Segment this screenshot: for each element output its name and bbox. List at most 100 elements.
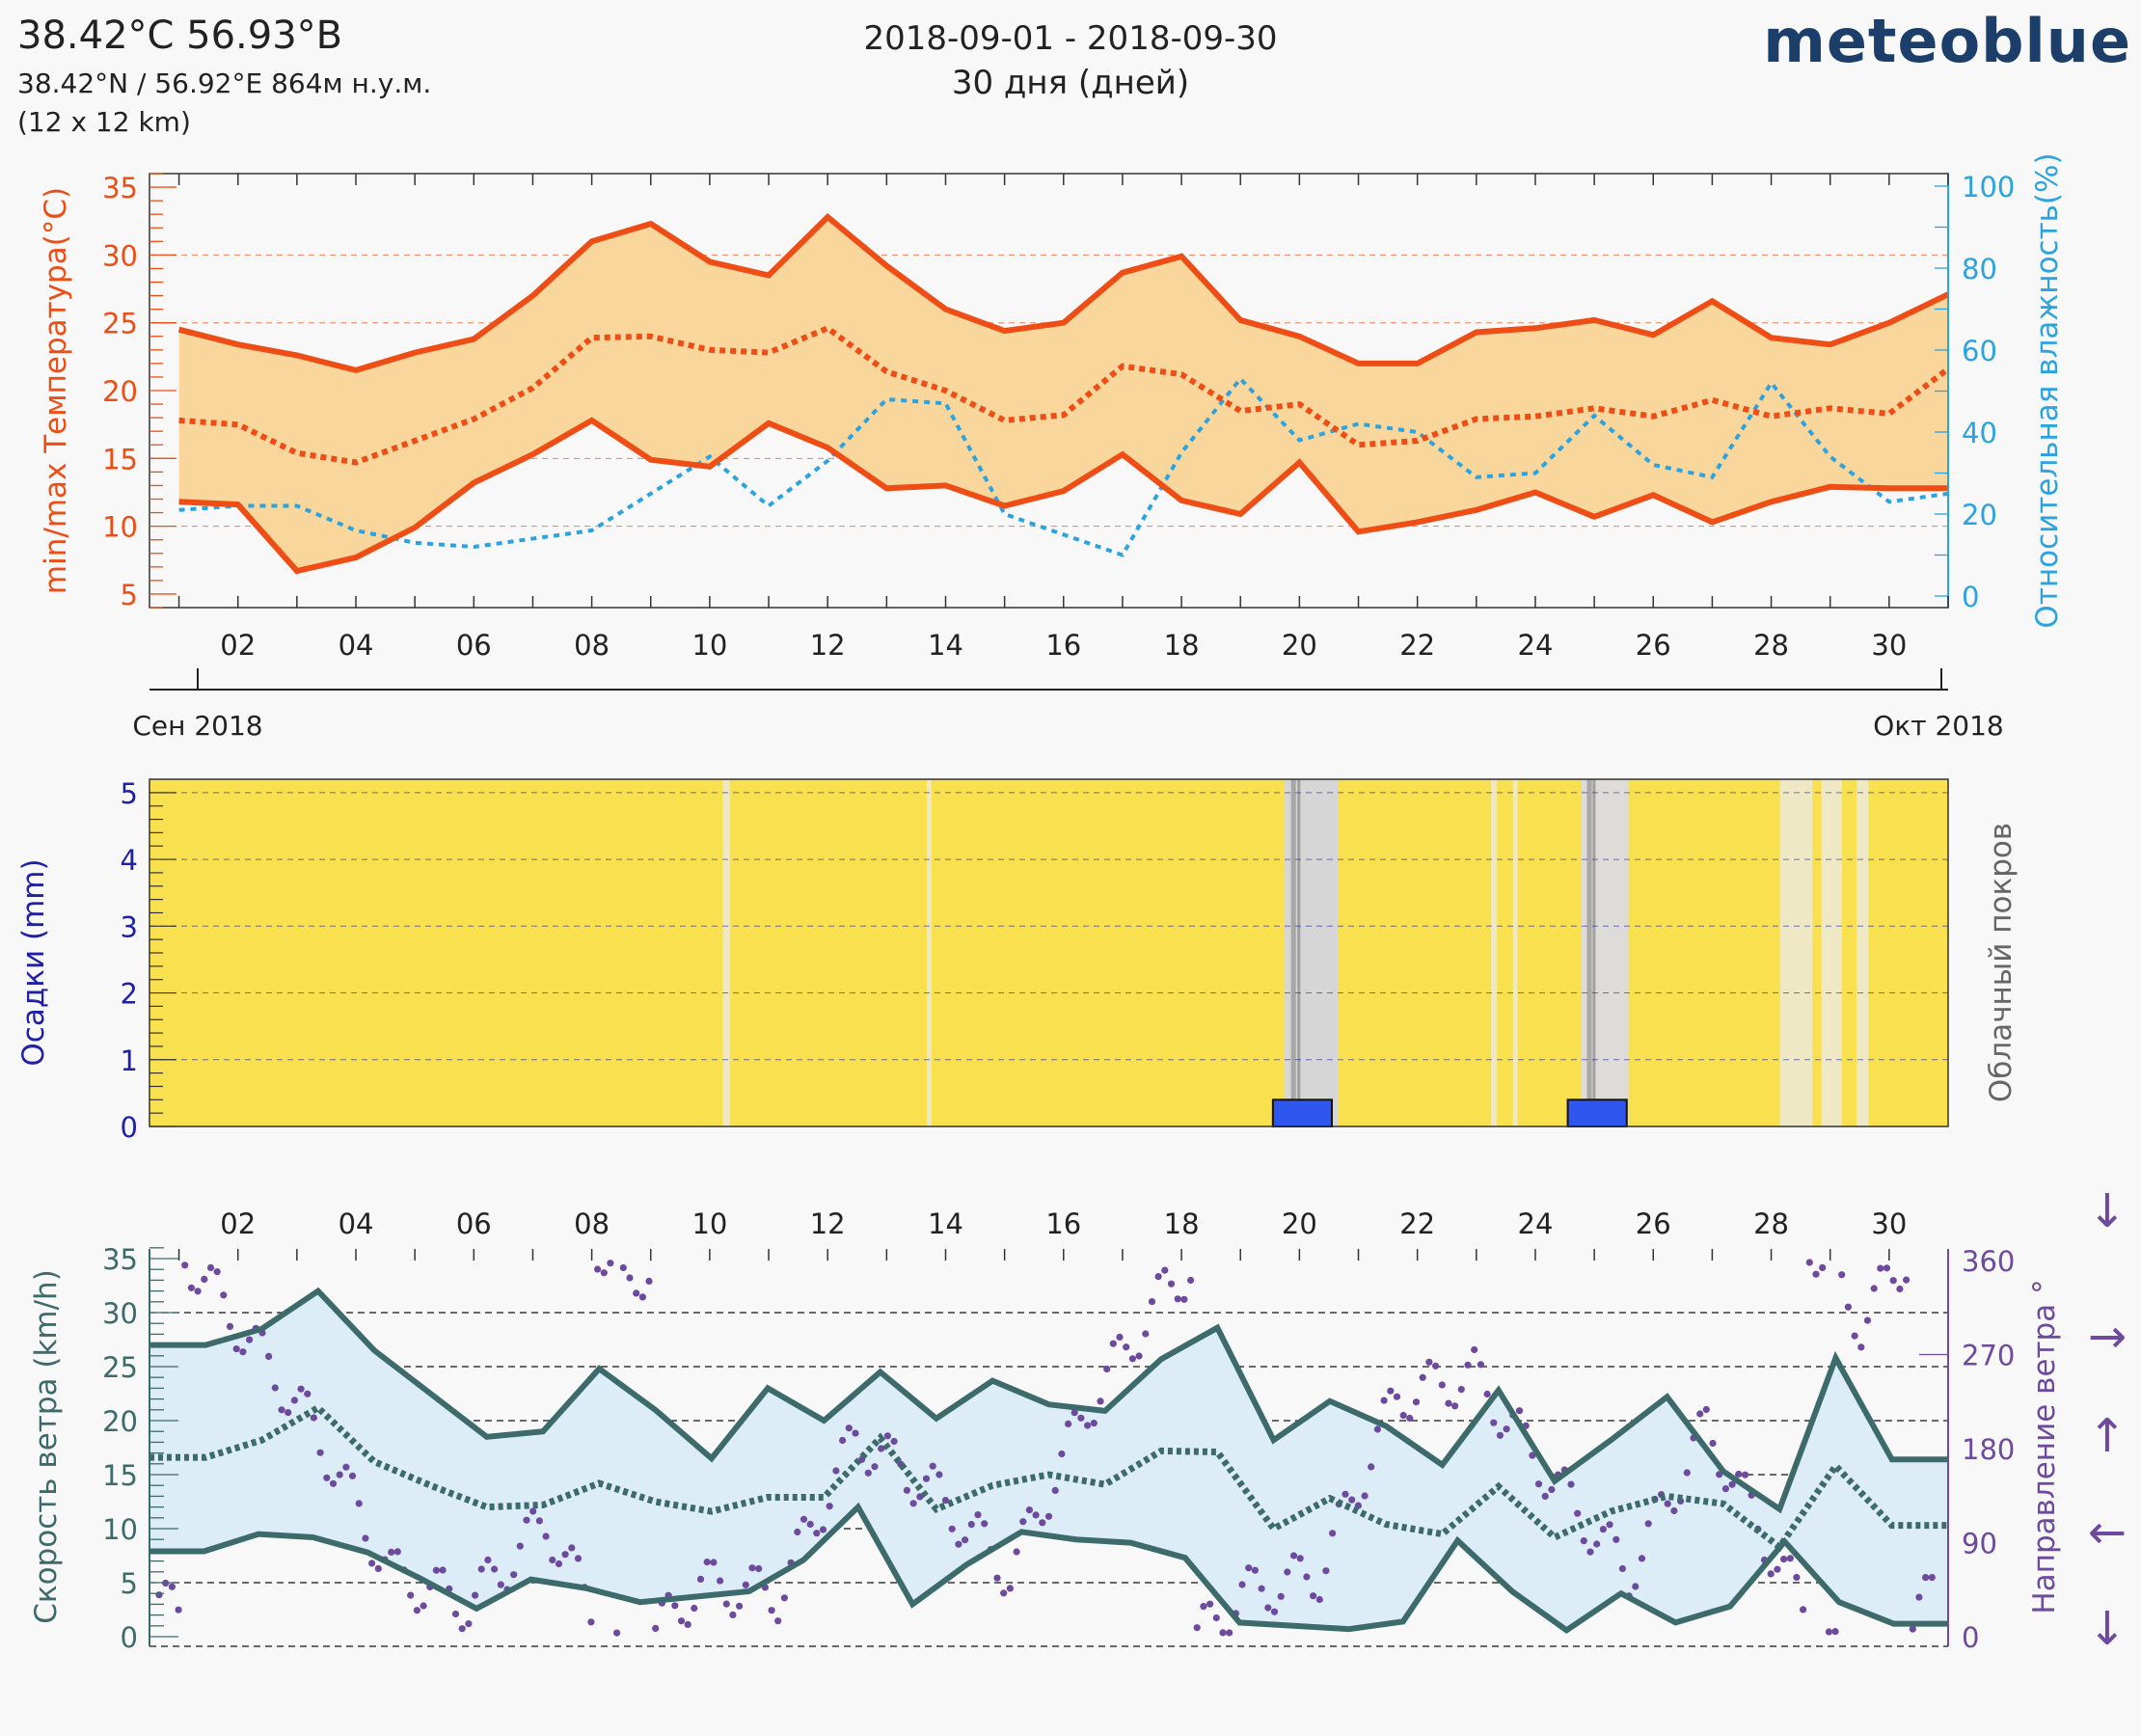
wind-direction-point	[555, 1560, 563, 1568]
wind-direction-point	[1013, 1548, 1020, 1556]
wind-direction-point	[607, 1260, 614, 1267]
precipitation-gridlines	[149, 792, 1948, 1061]
meteoblue-logo[interactable]: meteoblue	[1763, 6, 2131, 76]
wind-day-tick-label: 22	[1399, 1207, 1435, 1240]
wind-direction-point	[1632, 1583, 1640, 1590]
precipitation-bar	[1566, 1099, 1628, 1128]
wind-direction-point	[187, 1284, 195, 1291]
wind-direction-point	[393, 1548, 401, 1556]
wind-direction-point	[1670, 1506, 1678, 1515]
wind-direction-point	[1284, 1568, 1291, 1576]
wind-direction-arrow: →	[2088, 1310, 2127, 1364]
wind-direction-point	[439, 1566, 447, 1574]
temperature-tick-label: 30	[102, 239, 138, 272]
wind-direction-point	[1735, 1470, 1743, 1478]
wind-direction-point	[1844, 1303, 1852, 1311]
wind-direction-point	[890, 1437, 898, 1446]
wind-direction-point	[878, 1445, 885, 1452]
wind-day-tick-label: 02	[220, 1207, 256, 1240]
wind-direction-tick-label: 180	[1962, 1433, 2015, 1466]
wind-direction-point	[342, 1463, 350, 1471]
wind-direction-point	[451, 1610, 460, 1618]
wind-day-tick-label: 06	[456, 1207, 492, 1240]
wind-direction-point	[181, 1261, 189, 1269]
wind-direction-point	[1058, 1450, 1066, 1458]
wind-direction-tick-label: 0	[1962, 1621, 1979, 1654]
wind-direction-point	[1065, 1420, 1072, 1427]
wind-direction-point	[1915, 1593, 1923, 1601]
humidity-tick-label: 40	[1962, 417, 1997, 449]
wind-direction-point	[1606, 1521, 1613, 1529]
wind-direction-point	[220, 1291, 228, 1299]
wind-direction-point	[1322, 1567, 1330, 1575]
precipitation-bars	[1271, 1099, 1628, 1128]
wind-direction-point	[1644, 1520, 1652, 1528]
wind-direction-point	[484, 1556, 492, 1563]
wind-direction-point	[420, 1602, 427, 1610]
wind-direction-point	[1051, 1486, 1059, 1494]
wind-direction-point	[1277, 1592, 1285, 1600]
wind-direction-point	[1838, 1271, 1846, 1279]
wind-direction-point	[1154, 1273, 1162, 1281]
wind-direction-point	[1618, 1564, 1626, 1573]
wind-direction-point	[1310, 1592, 1317, 1600]
wind-direction-point	[368, 1560, 376, 1567]
wind-direction-point	[561, 1551, 569, 1559]
date-range: 2018-09-01 - 2018-09-30	[863, 19, 1278, 58]
wind-direction-point	[1548, 1485, 1556, 1494]
wind-direction-point	[1922, 1574, 1930, 1582]
wind-direction-point	[691, 1604, 698, 1613]
cloud-cover-band	[926, 779, 932, 1126]
wind-direction-point	[819, 1526, 827, 1533]
wind-direction-point	[1161, 1266, 1169, 1274]
wind-direction-point	[1825, 1628, 1832, 1636]
wind-direction-point	[239, 1348, 247, 1356]
wind-direction-point	[1135, 1352, 1143, 1360]
wind-direction-axis-label: Направление ветра °	[2027, 1279, 2062, 1614]
wind-direction-point	[407, 1591, 415, 1599]
wind-direction-point	[246, 1336, 254, 1343]
wind-direction-point	[549, 1556, 556, 1564]
wind-direction-point	[477, 1565, 485, 1573]
wind-direction-point	[1702, 1405, 1710, 1414]
wind-direction-point	[490, 1565, 499, 1573]
wind-direction-point	[722, 1600, 730, 1608]
sunshine-background	[149, 779, 1948, 1126]
wind-direction-point	[1638, 1555, 1646, 1562]
wind-direction-point	[355, 1500, 363, 1507]
wind-direction-point	[465, 1620, 473, 1628]
wind-direction-point	[310, 1414, 317, 1422]
wind-direction-point	[594, 1265, 602, 1273]
day-tick-label: 04	[339, 629, 374, 662]
wind-day-tick-label: 14	[928, 1207, 963, 1240]
wind-direction-point	[1786, 1555, 1794, 1562]
month-axis: Сен 2018 Окт 2018	[132, 668, 2004, 742]
wind-direction-point	[529, 1507, 537, 1515]
precipitation-tick-label: 1	[121, 1044, 138, 1077]
mean-temperature-series-line	[178, 324, 1950, 466]
wind-direction-point	[645, 1277, 653, 1285]
wind-direction-point	[871, 1463, 879, 1471]
wind-direction-point	[967, 1521, 975, 1529]
wind-direction-point	[290, 1397, 298, 1404]
wind-direction-point	[1593, 1540, 1601, 1548]
day-tick-label: 30	[1871, 629, 1907, 662]
wind-direction-point	[1451, 1402, 1459, 1410]
wind-direction-point	[1580, 1537, 1587, 1545]
wind-direction-point	[948, 1525, 956, 1533]
humidity-axis-ticks: 0 20 40 60 80 100	[1935, 171, 2015, 613]
wind-speed-tick-label: 35	[102, 1243, 138, 1276]
wind-direction-point	[755, 1564, 763, 1573]
wind-direction-point	[1019, 1518, 1027, 1526]
day-axis-ticks: 02 04 06 08 10 12 14 16 18 20 22 24 26 28 30	[177, 174, 1949, 662]
wind-day-tick-label: 24	[1518, 1207, 1554, 1240]
day-tick-label: 16	[1045, 629, 1081, 662]
wind-direction-point	[652, 1624, 660, 1632]
wind-direction-point	[278, 1406, 285, 1414]
wind-direction-point	[1863, 1316, 1872, 1324]
wind-direction-point	[1464, 1361, 1472, 1369]
temperature-tick-label: 25	[102, 308, 138, 340]
wind-direction-point	[806, 1520, 814, 1528]
wind-direction-point	[903, 1486, 911, 1494]
